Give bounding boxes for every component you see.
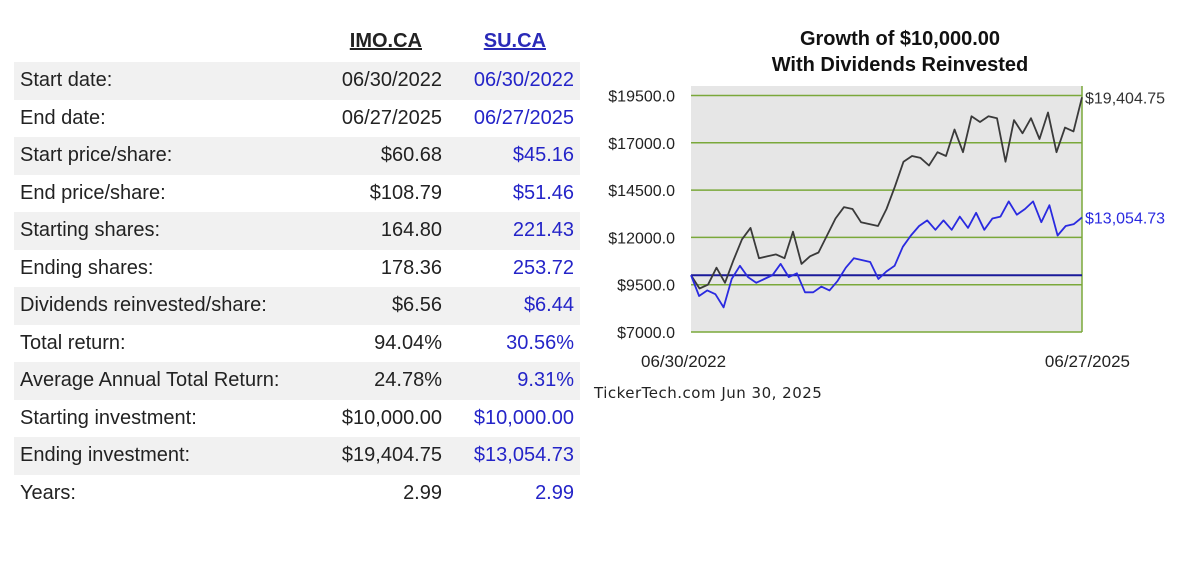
su-value: 221.43 — [512, 219, 574, 242]
table-body: Start date: 06/30/2022 06/30/2022 End date:… — [14, 62, 580, 512]
table-row: Total return: 94.04% 30.56% — [14, 325, 580, 363]
table-row: Starting shares: 164.80 221.43 — [14, 212, 580, 250]
su-value: 9.31% — [517, 369, 574, 392]
series-line-su — [690, 200, 1083, 309]
table-header: IMO.CA SU.CA — [14, 24, 580, 62]
comparison-table: IMO.CA SU.CA Start date: 06/30/2022 06/30/… — [14, 24, 580, 512]
imo-value: 2.99 — [403, 481, 442, 504]
imo-value: $19,404.75 — [341, 444, 442, 467]
su-value: $13,054.73 — [473, 444, 574, 467]
su-value: $45.16 — [512, 144, 574, 167]
imo-value: 164.80 — [380, 219, 442, 242]
y-tick-label: $7000.0 — [617, 325, 675, 342]
y-tick-label: $12000.0 — [608, 230, 675, 247]
imo-value: $10,000.00 — [341, 406, 442, 429]
row-label: End date: — [20, 106, 106, 129]
imo-value: 06/27/2025 — [341, 106, 442, 129]
imo-value: 94.04% — [374, 331, 442, 354]
ticker-link-imo[interactable]: IMO.CA — [349, 30, 422, 52]
imo-value: 178.36 — [380, 256, 442, 279]
table-row: Dividends reinvested/share: $6.56 $6.44 — [14, 287, 580, 325]
series-end-label: $13,054.73 — [1085, 210, 1165, 227]
su-value: $6.44 — [523, 294, 574, 317]
imo-value: 24.78% — [374, 369, 442, 392]
imo-value: $108.79 — [369, 181, 442, 204]
imo-value: $60.68 — [380, 144, 442, 167]
chart-credit: TickerTech.com Jun 30, 2025 — [594, 384, 823, 402]
imo-value: $6.56 — [391, 294, 442, 317]
row-label: Starting shares: — [20, 219, 161, 242]
x-end-label: 06/27/2025 — [1045, 352, 1130, 371]
row-label: Total return: — [20, 331, 126, 354]
su-value: 30.56% — [506, 331, 574, 354]
su-value: $51.46 — [512, 181, 574, 204]
row-label: Average Annual Total Return: — [20, 369, 280, 392]
chart-subtitle: With Dividends Reinvested — [771, 54, 1029, 76]
su-value: 253.72 — [512, 256, 574, 279]
y-tick-label: $17000.0 — [608, 136, 675, 153]
table-row: Average Annual Total Return: 24.78% 9.31% — [14, 362, 580, 400]
series-end-label: $19,404.75 — [1085, 90, 1165, 107]
growth-chart: $7000.0 $9500.0 $12000.0 $14500.0 $17000.0 $1… — [608, 86, 1165, 371]
su-value: $10,000.00 — [473, 406, 574, 429]
table-row: End date: 06/27/2025 06/27/2025 — [14, 100, 580, 138]
table-row: Start date: 06/30/2022 06/30/2022 — [14, 62, 580, 100]
row-label: Years: — [20, 481, 76, 504]
su-value: 06/27/2025 — [473, 106, 574, 129]
series-line-imo — [690, 97, 1083, 290]
table-row: Ending investment: $19,404.75 $13,054.73 — [14, 437, 580, 475]
row-label: Ending investment: — [20, 444, 191, 467]
imo-value: 06/30/2022 — [341, 69, 442, 92]
row-label: Starting investment: — [20, 406, 197, 429]
row-label: End price/share: — [20, 181, 166, 204]
table-row: End price/share: $108.79 $51.46 — [14, 175, 580, 213]
table-row: Years: 2.99 2.99 — [14, 475, 580, 513]
ticker-link-su[interactable]: SU.CA — [483, 30, 546, 52]
row-label: Start price/share: — [20, 144, 173, 167]
su-value: 2.99 — [535, 481, 574, 504]
row-label: Ending shares: — [20, 256, 154, 279]
y-tick-label: $14500.0 — [608, 183, 675, 200]
row-label: Dividends reinvested/share: — [20, 294, 267, 317]
table-row: Ending shares: 178.36 253.72 — [14, 250, 580, 288]
chart-title: Growth of $10,000.00 — [799, 28, 1001, 50]
row-label: Start date: — [20, 69, 113, 92]
y-tick-label: $9500.0 — [617, 278, 675, 295]
table-row: Start price/share: $60.68 $45.16 — [14, 137, 580, 175]
y-tick-label: $19500.0 — [608, 88, 675, 105]
table-row: Starting investment: $10,000.00 $10,000.00 — [14, 400, 580, 438]
su-value: 06/30/2022 — [473, 69, 574, 92]
x-start-label: 06/30/2022 — [641, 352, 726, 371]
